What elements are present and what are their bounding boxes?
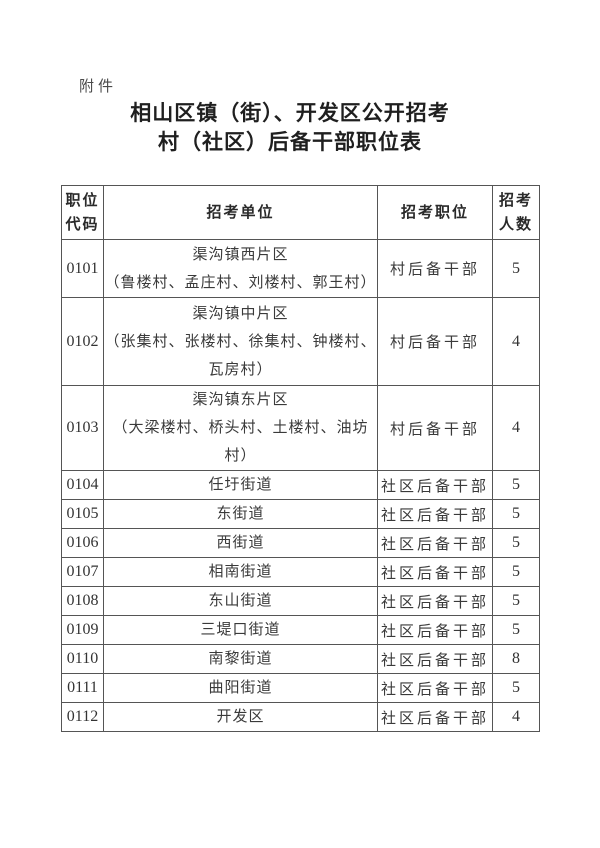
recruiting-unit: 东山街道 <box>103 586 378 616</box>
table-row: 0111 曲阳街道 社区后备干部 5 <box>61 673 540 703</box>
recruit-count: 5 <box>492 557 540 587</box>
position-code: 0103 <box>61 385 104 471</box>
table-row: 0105 东街道 社区后备干部 5 <box>61 499 540 529</box>
table-row: 0103 渠沟镇东片区 （大梁楼村、桥头村、土楼村、油坊 村） 村后备干部 4 <box>61 385 540 471</box>
recruiting-position: 社区后备干部 <box>377 528 493 558</box>
recruiting-unit: 曲阳街道 <box>103 673 378 703</box>
table-row: 0109 三堤口街道 社区后备干部 5 <box>61 615 540 645</box>
position-code: 0105 <box>61 499 104 529</box>
table-row: 0101 渠沟镇西片区 （鲁楼村、孟庄村、刘楼村、郭王村） 村后备干部 5 <box>61 239 540 298</box>
table-row: 0104 任圩街道 社区后备干部 5 <box>61 470 540 500</box>
header-recruiting-position: 招考职位 <box>377 185 493 240</box>
recruiting-unit: 三堤口街道 <box>103 615 378 645</box>
recruit-count: 4 <box>492 385 540 471</box>
recruiting-position: 社区后备干部 <box>377 470 493 500</box>
recruit-count: 5 <box>492 528 540 558</box>
header-recruit-count: 招考 人数 <box>492 185 540 240</box>
recruiting-unit: 西街道 <box>103 528 378 558</box>
recruiting-unit: 渠沟镇西片区 （鲁楼村、孟庄村、刘楼村、郭王村） <box>103 239 378 298</box>
position-table: 职位 代码 招考单位 招考职位 招考 人数 0101 渠沟镇西片区 （鲁楼村、孟… <box>61 185 540 732</box>
table-row: 0112 开发区 社区后备干部 4 <box>61 702 540 732</box>
position-code: 0104 <box>61 470 104 500</box>
recruiting-unit: 相南街道 <box>103 557 378 587</box>
recruiting-position: 社区后备干部 <box>377 615 493 645</box>
document-title: 相山区镇（街）、开发区公开招考 村（社区）后备干部职位表 <box>0 99 580 157</box>
recruit-count: 5 <box>492 586 540 616</box>
recruiting-unit: 渠沟镇中片区 （张集村、张楼村、徐集村、钟楼村、 瓦房村） <box>103 297 378 386</box>
table-row: 0106 西街道 社区后备干部 5 <box>61 528 540 558</box>
table-row: 0107 相南街道 社区后备干部 5 <box>61 557 540 587</box>
table-row: 0108 东山街道 社区后备干部 5 <box>61 586 540 616</box>
recruiting-position: 社区后备干部 <box>377 644 493 674</box>
recruit-count: 4 <box>492 297 540 386</box>
recruiting-position: 社区后备干部 <box>377 499 493 529</box>
recruiting-unit: 南黎街道 <box>103 644 378 674</box>
position-code: 0111 <box>61 673 104 703</box>
position-code: 0109 <box>61 615 104 645</box>
recruiting-unit: 渠沟镇东片区 （大梁楼村、桥头村、土楼村、油坊 村） <box>103 385 378 471</box>
position-code: 0101 <box>61 239 104 298</box>
recruiting-position: 村后备干部 <box>377 239 493 298</box>
recruiting-unit: 开发区 <box>103 702 378 732</box>
position-code: 0102 <box>61 297 104 386</box>
recruiting-position: 村后备干部 <box>377 385 493 471</box>
header-position-code: 职位 代码 <box>61 185 104 240</box>
attachment-label: 附件 <box>79 79 118 95</box>
recruiting-position: 社区后备干部 <box>377 557 493 587</box>
recruit-count: 5 <box>492 470 540 500</box>
table-row: 0102 渠沟镇中片区 （张集村、张楼村、徐集村、钟楼村、 瓦房村） 村后备干部… <box>61 297 540 386</box>
header-recruiting-unit: 招考单位 <box>103 185 378 240</box>
title-line-2: 村（社区）后备干部职位表 <box>158 131 422 154</box>
recruit-count: 5 <box>492 615 540 645</box>
recruiting-unit: 东街道 <box>103 499 378 529</box>
position-code: 0106 <box>61 528 104 558</box>
recruiting-position: 社区后备干部 <box>377 586 493 616</box>
position-code: 0112 <box>61 702 104 732</box>
recruiting-unit: 任圩街道 <box>103 470 378 500</box>
position-code: 0110 <box>61 644 104 674</box>
recruiting-position: 村后备干部 <box>377 297 493 386</box>
position-code: 0108 <box>61 586 104 616</box>
recruit-count: 8 <box>492 644 540 674</box>
title-line-1: 相山区镇（街）、开发区公开招考 <box>130 102 450 125</box>
recruiting-position: 社区后备干部 <box>377 673 493 703</box>
recruit-count: 5 <box>492 673 540 703</box>
position-code: 0107 <box>61 557 104 587</box>
table-row: 0110 南黎街道 社区后备干部 8 <box>61 644 540 674</box>
table-header-row: 职位 代码 招考单位 招考职位 招考 人数 <box>61 185 540 240</box>
recruiting-position: 社区后备干部 <box>377 702 493 732</box>
recruit-count: 5 <box>492 239 540 298</box>
recruit-count: 4 <box>492 702 540 732</box>
recruit-count: 5 <box>492 499 540 529</box>
